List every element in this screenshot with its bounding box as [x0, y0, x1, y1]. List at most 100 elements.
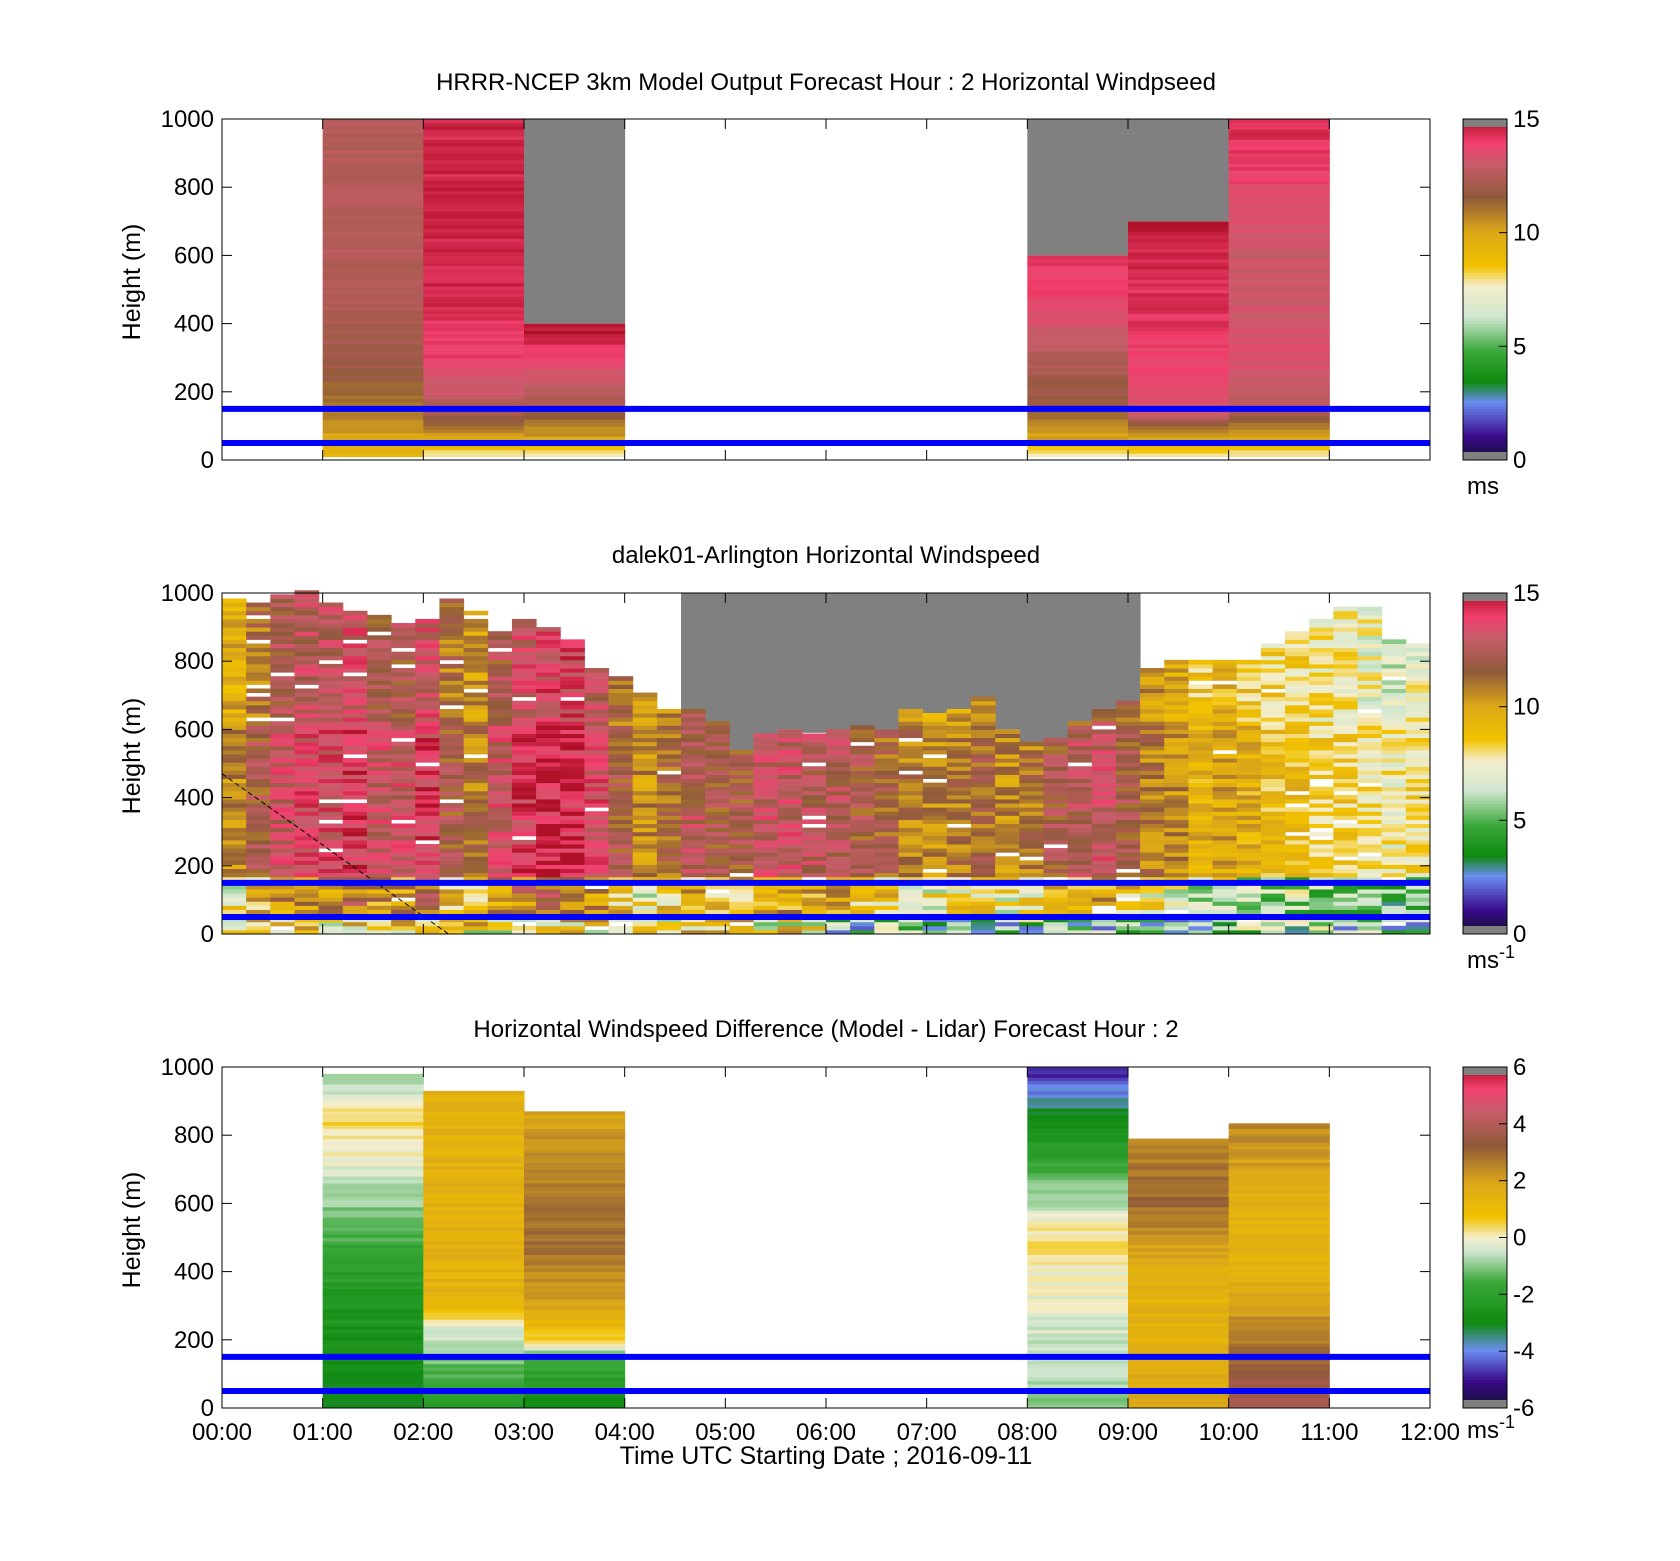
heatmap-cell [1027, 1247, 1129, 1252]
heatmap-cell [729, 835, 755, 841]
heatmap-cell [584, 811, 610, 816]
heatmap-cell [1212, 839, 1238, 845]
heatmap-cell [608, 717, 634, 722]
heatmap-cell [1128, 1206, 1230, 1211]
heatmap-cell [681, 758, 706, 763]
heatmap-cell [318, 921, 344, 927]
colorbar-segment [1463, 871, 1507, 875]
colorbar-segment [1463, 743, 1507, 747]
heatmap-cell [463, 708, 489, 714]
heatmap-cell [1333, 753, 1359, 759]
heatmap-cell [342, 733, 368, 739]
heatmap-cell [632, 729, 658, 734]
heatmap-cell [366, 680, 392, 685]
heatmap-cell [632, 766, 658, 771]
heatmap-cell [608, 688, 634, 694]
heatmap-cell [366, 647, 392, 653]
heatmap-cell [1027, 1152, 1129, 1157]
heatmap-cell [826, 860, 851, 865]
heatmap-cell [342, 811, 368, 816]
heatmap-cell [463, 725, 489, 730]
heatmap-cell [1188, 831, 1214, 837]
heatmap-cell [970, 696, 996, 702]
heatmap-cell [318, 676, 344, 681]
heatmap-cell [1381, 680, 1407, 685]
heatmap-cell [342, 700, 368, 706]
colorbar-segment [1463, 1231, 1507, 1236]
heatmap-cell [608, 876, 634, 882]
heatmap-cell [632, 929, 658, 935]
heatmap-cell [1027, 1107, 1129, 1112]
heatmap-cell [1333, 745, 1359, 751]
heatmap-column [246, 602, 271, 935]
heatmap-cell [246, 839, 271, 845]
heatmap-cell [632, 831, 658, 837]
heatmap-cell [1027, 1322, 1129, 1327]
heatmap-cell [1260, 876, 1286, 882]
heatmap-cell [1228, 340, 1330, 345]
heatmap-cell [1405, 876, 1431, 882]
heatmap-cell [1128, 1159, 1230, 1163]
heatmap-cell [322, 1275, 424, 1279]
heatmap-cell [524, 1332, 626, 1337]
heatmap-cell [681, 856, 706, 861]
heatmap-cell [1212, 704, 1238, 710]
heatmap-cell [487, 831, 513, 837]
heatmap-cell [423, 187, 525, 192]
heatmap-cell [826, 848, 851, 853]
heatmap-cell [1164, 680, 1189, 685]
colorbar-segment [1463, 377, 1507, 381]
heatmap-cell [1164, 659, 1189, 665]
heatmap-cell [898, 876, 924, 882]
heatmap-cell [970, 700, 996, 706]
heatmap-cell [1128, 1138, 1230, 1143]
heatmap-cell [423, 347, 525, 352]
heatmap-cell [1236, 778, 1262, 784]
heatmap-cell [322, 146, 424, 151]
heatmap-cell [826, 794, 851, 800]
heatmap-cell [1027, 1090, 1129, 1095]
heatmap-cell [1405, 647, 1431, 653]
heatmap-cell [294, 643, 320, 649]
heatmap-cell [246, 823, 271, 829]
heatmap-cell [1381, 753, 1407, 759]
heatmap-cell [826, 807, 851, 812]
heatmap-cell [584, 905, 610, 910]
heatmap-cell [270, 676, 295, 681]
heatmap-cell [826, 835, 851, 841]
heatmap-cell [1228, 432, 1330, 437]
heatmap-cell [1405, 823, 1431, 829]
heatmap-cell [1228, 1315, 1330, 1320]
heatmap-cell [777, 811, 803, 816]
heatmap-cell [536, 762, 561, 767]
heatmap-cell [322, 228, 424, 233]
heatmap-cell [1309, 811, 1334, 816]
heatmap-cell [415, 672, 440, 677]
heatmap-cell [511, 848, 537, 853]
heatmap-cell [1164, 905, 1189, 910]
heatmap-cell [584, 893, 610, 898]
heatmap-cell [1128, 292, 1230, 297]
heatmap-cell [439, 925, 465, 931]
heatmap-cell [270, 770, 295, 775]
heatmap-cell [1228, 446, 1330, 451]
heatmap-cell [222, 905, 247, 910]
heatmap-cell [487, 643, 513, 649]
heatmap-cell [1260, 696, 1286, 702]
heatmap-cell [777, 888, 803, 894]
heatmap-cell [294, 692, 320, 698]
heatmap-cell [1067, 843, 1093, 849]
heatmap-cell [524, 1155, 626, 1160]
heatmap-cell [246, 741, 271, 747]
colorbar-segment [1463, 1129, 1507, 1133]
heatmap-cell [222, 627, 247, 632]
heatmap-cell [423, 1401, 525, 1406]
heatmap-cell [536, 807, 561, 812]
heatmap-column [1188, 659, 1214, 935]
heatmap-cell [1164, 888, 1189, 894]
heatmap-cell [463, 618, 489, 624]
heatmap-cell [423, 251, 525, 256]
heatmap-cell [423, 402, 525, 406]
heatmap-cell [524, 429, 626, 434]
